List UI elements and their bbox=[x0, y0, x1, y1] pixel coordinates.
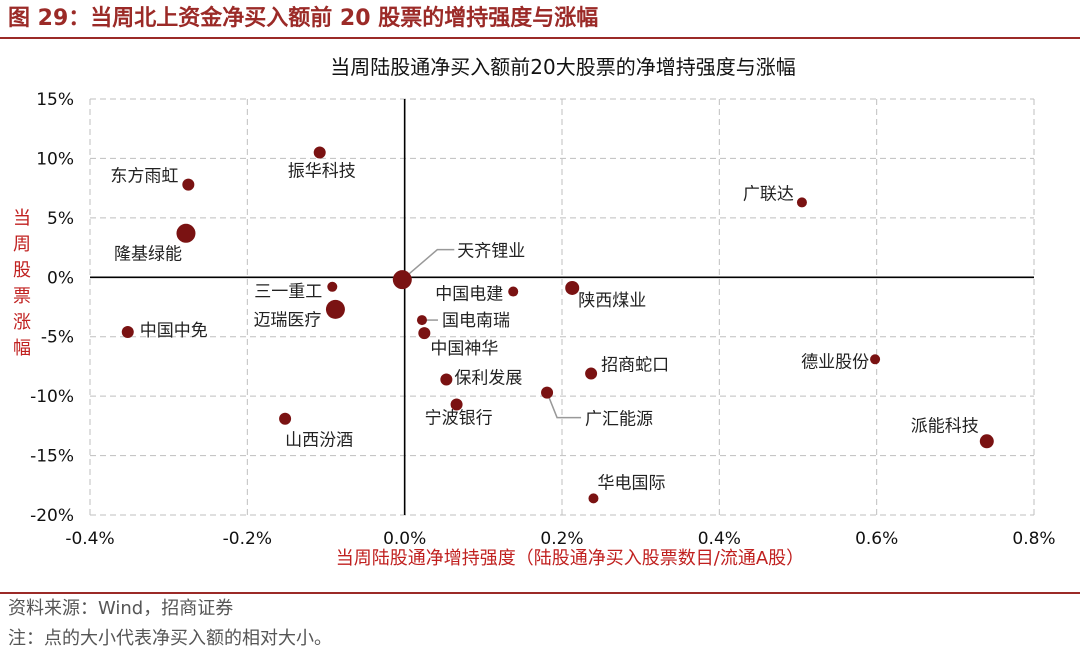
x-tick-label: 0.2% bbox=[540, 529, 583, 549]
y-tick-label: -10% bbox=[30, 387, 74, 407]
point-label: 三一重工 bbox=[254, 282, 322, 302]
data-point bbox=[588, 493, 599, 504]
y-tick-label: -15% bbox=[30, 447, 74, 467]
point-label: 国电南瑞 bbox=[442, 311, 510, 331]
figure-title: 图 29：当周北上资金净买入额前 20 股票的增持强度与涨幅 bbox=[8, 6, 599, 31]
data-point bbox=[585, 367, 598, 380]
x-tick-labels: -0.4% -0.2% 0.0% 0.2% 0.4% 0.6% 0.8% bbox=[65, 529, 1055, 549]
size-note: 注：点的大小代表净买入额的相对大小。 bbox=[8, 628, 332, 649]
y-tick-label: -5% bbox=[41, 328, 74, 348]
point-label: 德业股份 bbox=[801, 352, 869, 372]
scatter-chart: 当周陆股通净买入额前20大股票的净增持强度与涨幅 15% 10% 5% 0% -5% -1… bbox=[13, 55, 1056, 569]
point-label: 华电国际 bbox=[597, 473, 665, 493]
x-tick-label: 0.8% bbox=[1012, 529, 1055, 549]
y-axis-label-char: 幅 bbox=[13, 338, 31, 359]
leader-line bbox=[401, 248, 455, 281]
y-tick-label: 5% bbox=[47, 209, 74, 229]
data-point bbox=[392, 270, 412, 290]
y-axis-label-char: 票 bbox=[13, 286, 31, 307]
chart-title: 当周陆股通净买入额前20大股票的净增持强度与涨幅 bbox=[330, 55, 795, 79]
y-axis-label-char: 涨 bbox=[13, 312, 31, 333]
y-tick-labels: 15% 10% 5% 0% -5% -10% -15% -20% bbox=[30, 90, 74, 526]
data-point bbox=[327, 281, 338, 292]
x-tick-label: 0.0% bbox=[383, 529, 426, 549]
y-axis-label-char: 当 bbox=[13, 208, 31, 229]
x-tick-label: 0.6% bbox=[855, 529, 898, 549]
data-point bbox=[565, 280, 580, 295]
data-point bbox=[176, 223, 196, 243]
point-label: 招商蛇口 bbox=[601, 356, 669, 376]
title-divider bbox=[0, 37, 1080, 39]
y-tick-label: -20% bbox=[30, 506, 74, 526]
y-axis-label-char: 股 bbox=[13, 260, 31, 281]
x-tick-label: -0.4% bbox=[65, 529, 114, 549]
data-point bbox=[416, 315, 427, 326]
point-label: 中国神华 bbox=[430, 339, 498, 359]
data-point bbox=[182, 178, 195, 191]
leader-line bbox=[546, 392, 582, 419]
point-label: 迈瑞医疗 bbox=[253, 310, 321, 330]
data-points bbox=[121, 146, 994, 504]
chart-axes bbox=[90, 99, 1034, 515]
data-point bbox=[979, 434, 994, 449]
source-note: 资料来源：Wind，招商证券 bbox=[8, 598, 234, 619]
x-axis-label: 当周陆股通净增持强度（陆股通净买入股票数目/流通A股） bbox=[336, 548, 804, 569]
chart-grid bbox=[89, 98, 1035, 516]
data-point bbox=[440, 373, 453, 386]
point-label: 派能科技 bbox=[911, 416, 979, 436]
y-tick-label: 10% bbox=[36, 149, 74, 169]
data-point bbox=[541, 386, 554, 399]
x-tick-label: -0.2% bbox=[223, 529, 272, 549]
point-label: 中国中免 bbox=[140, 321, 208, 341]
point-label: 东方雨虹 bbox=[110, 167, 178, 187]
point-label: 隆基绿能 bbox=[114, 244, 182, 264]
point-label: 山西汾酒 bbox=[285, 431, 353, 451]
data-point bbox=[870, 354, 881, 365]
point-label: 广联达 bbox=[743, 184, 794, 204]
data-point bbox=[796, 197, 807, 208]
point-label: 广汇能源 bbox=[585, 410, 653, 430]
point-label: 宁波银行 bbox=[425, 408, 493, 428]
y-tick-label: 15% bbox=[36, 90, 74, 110]
data-point bbox=[450, 398, 463, 411]
data-point bbox=[121, 325, 134, 338]
point-label: 中国电建 bbox=[435, 285, 503, 305]
x-tick-label: 0.4% bbox=[698, 529, 741, 549]
point-label: 振华科技 bbox=[288, 161, 356, 181]
y-axis-label-char: 周 bbox=[13, 234, 31, 255]
data-point bbox=[279, 412, 292, 425]
data-point bbox=[313, 146, 326, 159]
footer-divider bbox=[0, 592, 1080, 594]
point-label: 保利发展 bbox=[454, 369, 522, 389]
data-point bbox=[325, 299, 345, 319]
point-label: 天齐锂业 bbox=[457, 242, 525, 262]
point-label: 陕西煤业 bbox=[578, 291, 646, 311]
y-tick-label: 0% bbox=[47, 268, 74, 288]
data-point bbox=[508, 286, 519, 297]
data-point bbox=[418, 327, 431, 340]
